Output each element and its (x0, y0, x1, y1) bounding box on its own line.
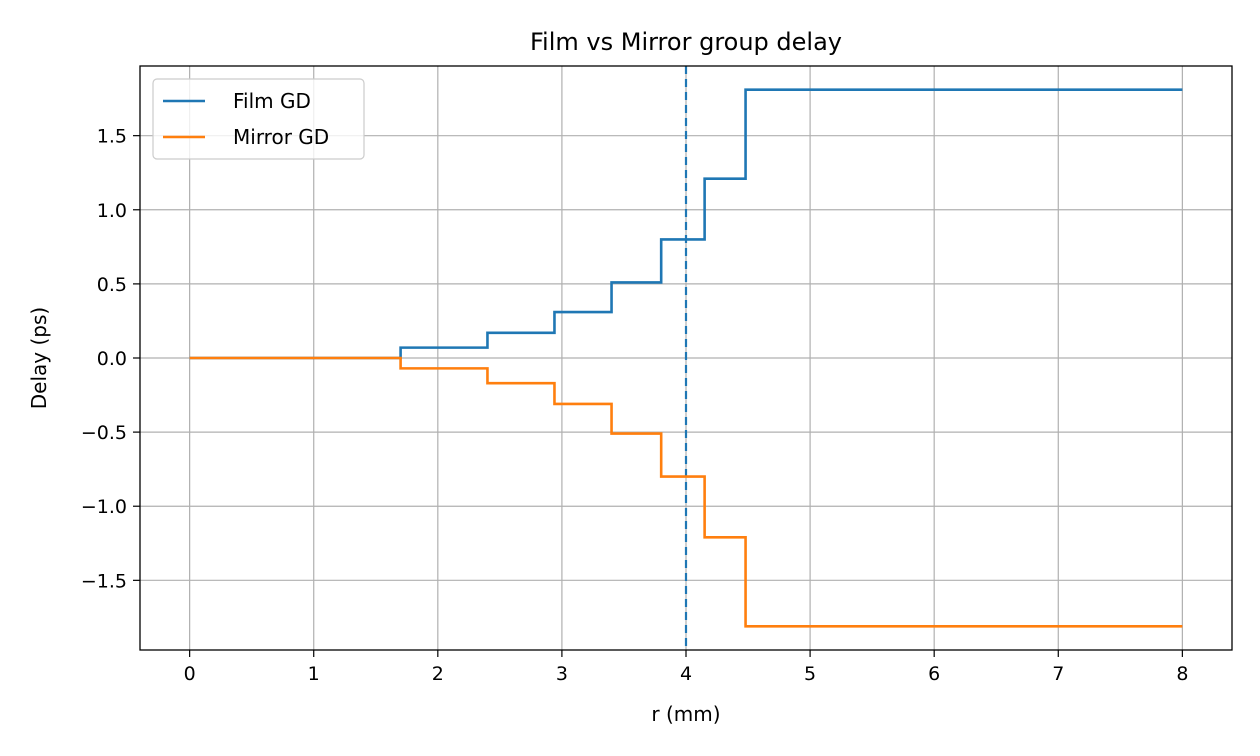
legend-entry-label: Film GD (233, 89, 311, 113)
legend-box (152, 78, 365, 160)
y-tick-label: −0.5 (81, 422, 127, 444)
series-layer (189, 88, 1183, 628)
chart-title: Film vs Mirror group delay (530, 28, 842, 56)
x-tick-label: 7 (1052, 663, 1064, 685)
x-tick-label: 6 (928, 663, 940, 685)
x-tick-label: 2 (432, 663, 444, 685)
ticks: 0 1 2 3 4 5 6 7 8 −1.5 −1.0 −0.5 0.0 0.5 1.0 1.5 (81, 126, 1189, 685)
y-tick-label: 1.0 (97, 200, 127, 222)
y-axis-label: Delay (ps) (27, 307, 51, 409)
x-tick-label: 8 (1176, 663, 1188, 685)
y-tick-label: −1.0 (81, 496, 127, 518)
x-tick-label: 4 (680, 663, 692, 685)
x-axis-label: r (mm) (651, 702, 720, 726)
y-tick-label: 0.0 (97, 348, 127, 370)
x-tick-label: 0 (184, 663, 196, 685)
series-line-mirror-gd (189, 356, 1183, 628)
y-tick-label: −1.5 (81, 570, 127, 592)
legend: Film GD Mirror GD (152, 78, 365, 160)
series-line-film-gd (189, 88, 1183, 360)
legend-entry-label: Mirror GD (233, 125, 329, 149)
y-tick-label: 0.5 (97, 274, 127, 296)
x-tick-label: 1 (308, 663, 320, 685)
y-tick-label: 1.5 (97, 126, 127, 148)
x-tick-label: 3 (556, 663, 568, 685)
x-tick-label: 5 (804, 663, 816, 685)
